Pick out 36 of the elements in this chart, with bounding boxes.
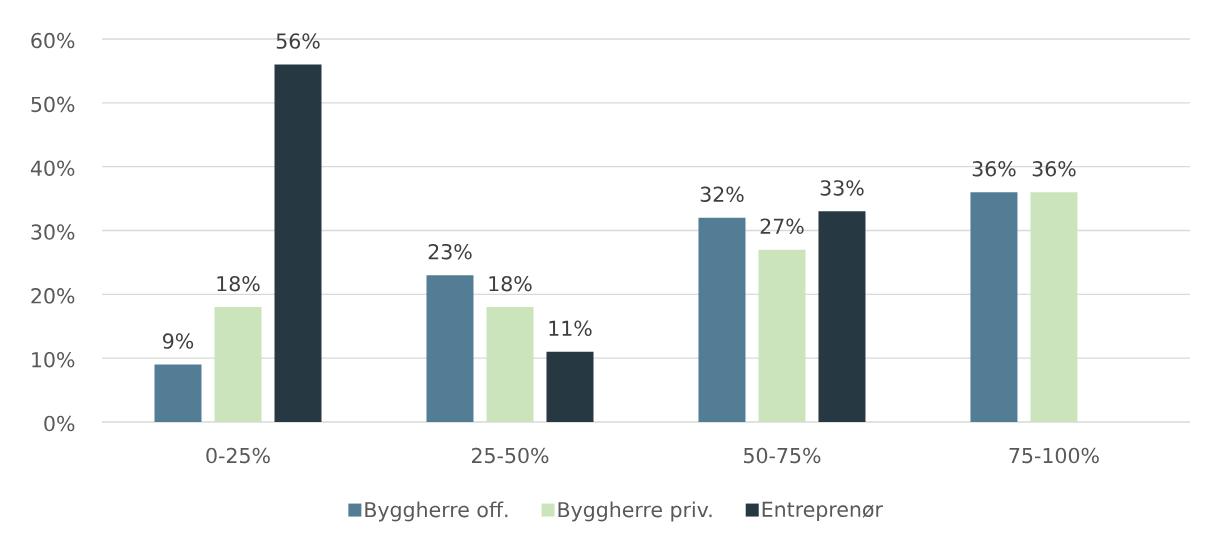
data-label: 11%: [549, 320, 592, 337]
bar: [274, 64, 322, 422]
bar: [154, 364, 202, 422]
data-label: 36%: [972, 160, 1016, 177]
legend-label: Byggherre priv.: [558, 501, 712, 522]
data-label: 9%: [163, 333, 194, 349]
data-label: 18%: [217, 275, 260, 292]
bar: [758, 249, 806, 422]
y-tick-label: 20%: [31, 288, 75, 304]
y-tick-label: 30%: [31, 224, 75, 240]
y-tick-label: 0%: [44, 415, 75, 432]
data-label: 33%: [820, 180, 864, 196]
legend-label: Byggherre off.: [365, 501, 508, 522]
legend-label: Entreprenør: [762, 501, 883, 522]
bar: [426, 275, 474, 422]
bar: [970, 192, 1018, 422]
data-label: 56%: [276, 33, 320, 49]
bar: [214, 307, 262, 422]
bar: [546, 351, 594, 422]
y-tick-label: 60%: [31, 32, 75, 49]
bar: [486, 307, 534, 422]
data-label: 36%: [1032, 160, 1076, 177]
bar: [818, 211, 866, 422]
y-tick-label: 50%: [31, 96, 75, 113]
data-label: 23%: [428, 243, 472, 260]
bar: [1030, 192, 1078, 422]
y-tick-label: 40%: [30, 160, 75, 176]
x-tick-label: 50-75%: [744, 447, 821, 464]
y-tick-label: 10%: [32, 351, 75, 368]
x-tick-label: 0-25%: [206, 447, 270, 464]
x-tick-label: 75-100%: [1009, 447, 1099, 464]
data-label: 18%: [489, 275, 532, 292]
data-label: 27%: [760, 218, 804, 234]
x-tick-label: 25-50%: [471, 447, 549, 464]
data-label: 32%: [700, 186, 744, 203]
bar: [698, 217, 746, 422]
